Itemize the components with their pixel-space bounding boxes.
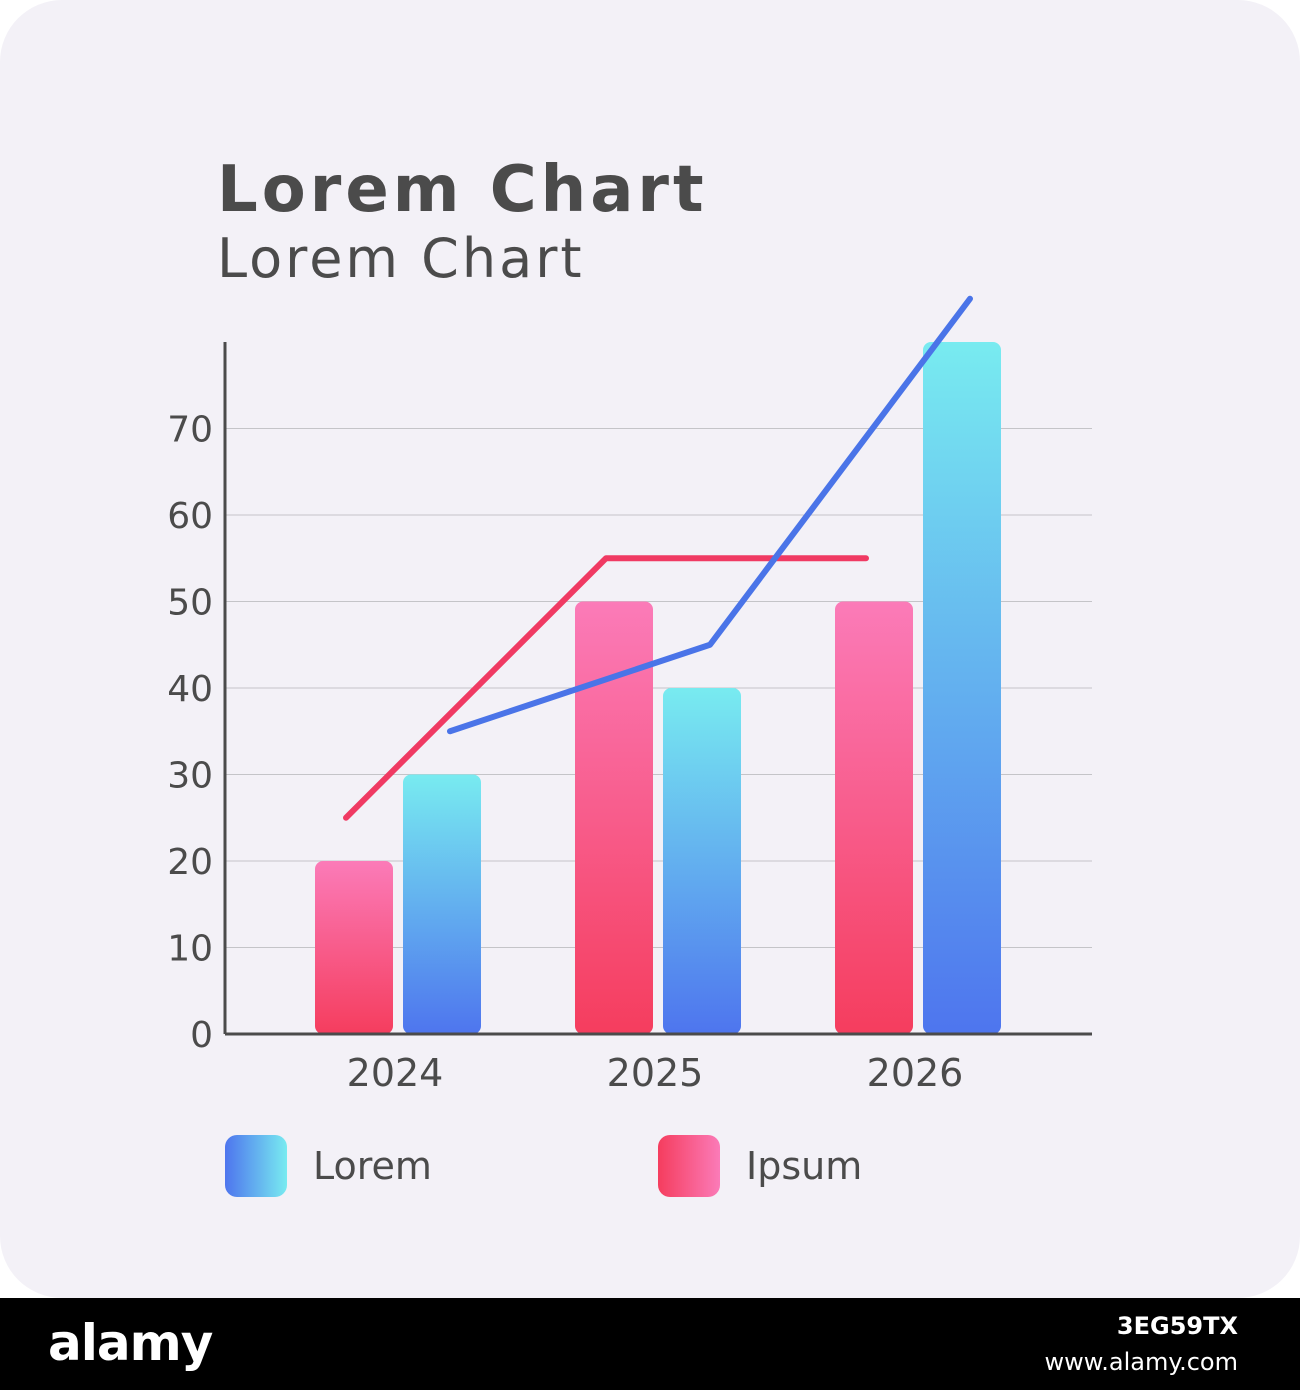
legend-label-lorem: Lorem xyxy=(313,1144,432,1188)
y-tick-label: 30 xyxy=(167,756,213,797)
chart-title: Lorem Chart xyxy=(217,153,708,227)
y-tick-label: 0 xyxy=(190,1015,213,1056)
axes xyxy=(223,342,1092,1036)
legend-item-lorem: Lorem xyxy=(225,1135,432,1197)
y-tick-label: 40 xyxy=(167,669,213,710)
x-tick-label: 2025 xyxy=(607,1051,704,1095)
tick-labels: 0 10 20 30 40 50 60 70 2024 2025 2026 xyxy=(167,410,963,1096)
legend-swatch-ipsum xyxy=(658,1135,720,1197)
footer-bar: alamy 3EG59TX www.alamy.com xyxy=(0,1298,1300,1390)
bar xyxy=(663,688,741,1034)
trend-line xyxy=(447,295,973,735)
legend-item-ipsum: Ipsum xyxy=(658,1135,862,1197)
bar xyxy=(923,342,1001,1034)
y-tick-label: 20 xyxy=(167,842,213,883)
y-tick-label: 70 xyxy=(167,410,213,451)
bar xyxy=(403,774,481,1034)
legend-label-ipsum: Ipsum xyxy=(746,1144,863,1188)
brand-logo: alamy xyxy=(48,1314,213,1372)
chart-subtitle: Lorem Chart xyxy=(217,227,585,290)
y-tick-label: 50 xyxy=(167,583,213,624)
x-tick-label: 2024 xyxy=(347,1051,444,1095)
site-url: www.alamy.com xyxy=(1044,1348,1238,1376)
bar xyxy=(575,601,653,1034)
legend-swatch-lorem xyxy=(225,1135,287,1197)
bar xyxy=(315,861,393,1034)
bar xyxy=(835,601,913,1034)
bars xyxy=(315,342,1001,1034)
y-tick-label: 10 xyxy=(167,929,213,970)
x-tick-label: 2026 xyxy=(867,1051,964,1095)
image-id: 3EG59TX xyxy=(1116,1312,1238,1340)
bar-line-chart: 0 10 20 30 40 50 60 70 2024 2025 2026 xyxy=(167,295,1092,1096)
trend-line xyxy=(343,555,869,821)
y-tick-label: 60 xyxy=(167,496,213,537)
trend-lines xyxy=(343,295,973,821)
